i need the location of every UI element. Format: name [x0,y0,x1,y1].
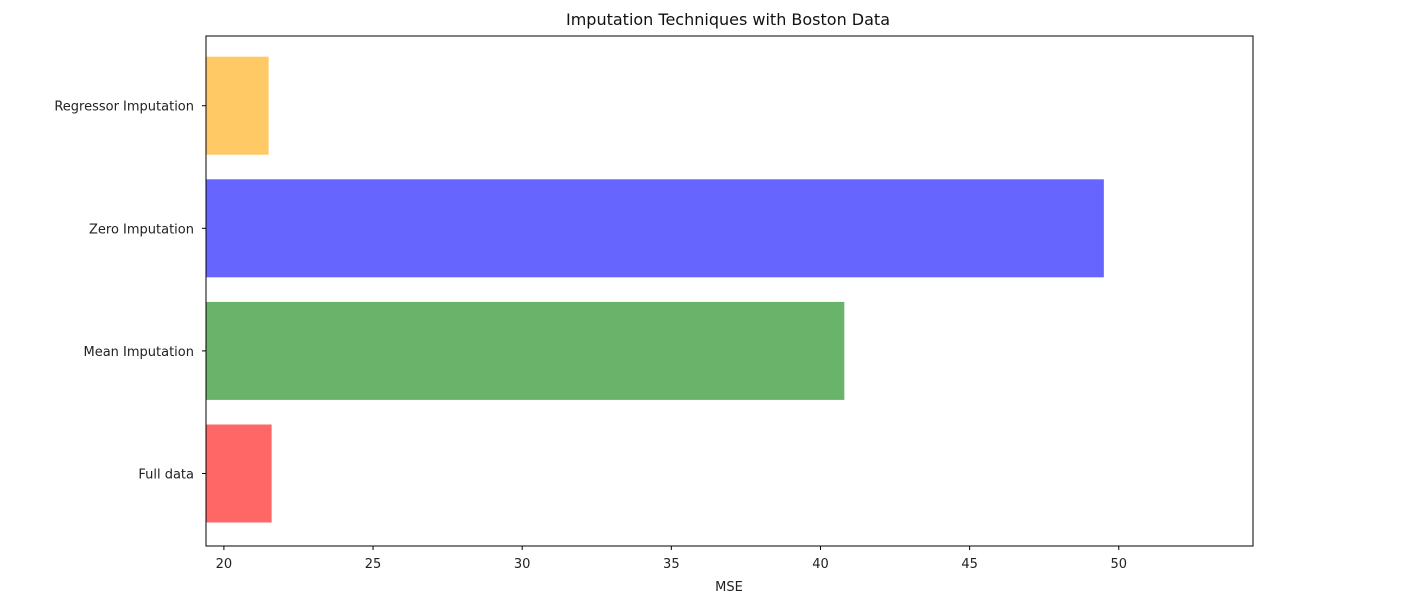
y-tick-label: Mean Imputation [83,345,194,360]
bar-zero-imputation [206,179,1104,278]
plot-frame [205,35,1254,547]
y-tick-label: Full data [138,468,194,483]
x-tick-label: 35 [663,557,680,572]
bars-group [206,56,1104,523]
bar-mean-imputation [206,301,845,400]
x-tick-label: 25 [365,557,382,572]
x-axis-ticks: 20 25 30 35 40 45 50 [216,546,1127,572]
chart-title: Imputation Techniques with Boston Data [566,10,890,29]
y-tick-label: Regressor Imputation [54,100,194,115]
x-tick-label: 20 [216,557,233,572]
x-axis-label: MSE [715,580,743,595]
bar-full-data [206,424,272,523]
x-tick-label: 45 [961,557,978,572]
x-tick-label: 30 [514,557,531,572]
x-tick-label: 50 [1110,557,1127,572]
x-tick-label: 40 [812,557,829,572]
y-axis-ticks: Full data Mean Imputation Zero Imputation R… [54,100,206,483]
bar-regressor-imputation [206,56,269,155]
y-tick-label: Zero Imputation [89,222,194,237]
